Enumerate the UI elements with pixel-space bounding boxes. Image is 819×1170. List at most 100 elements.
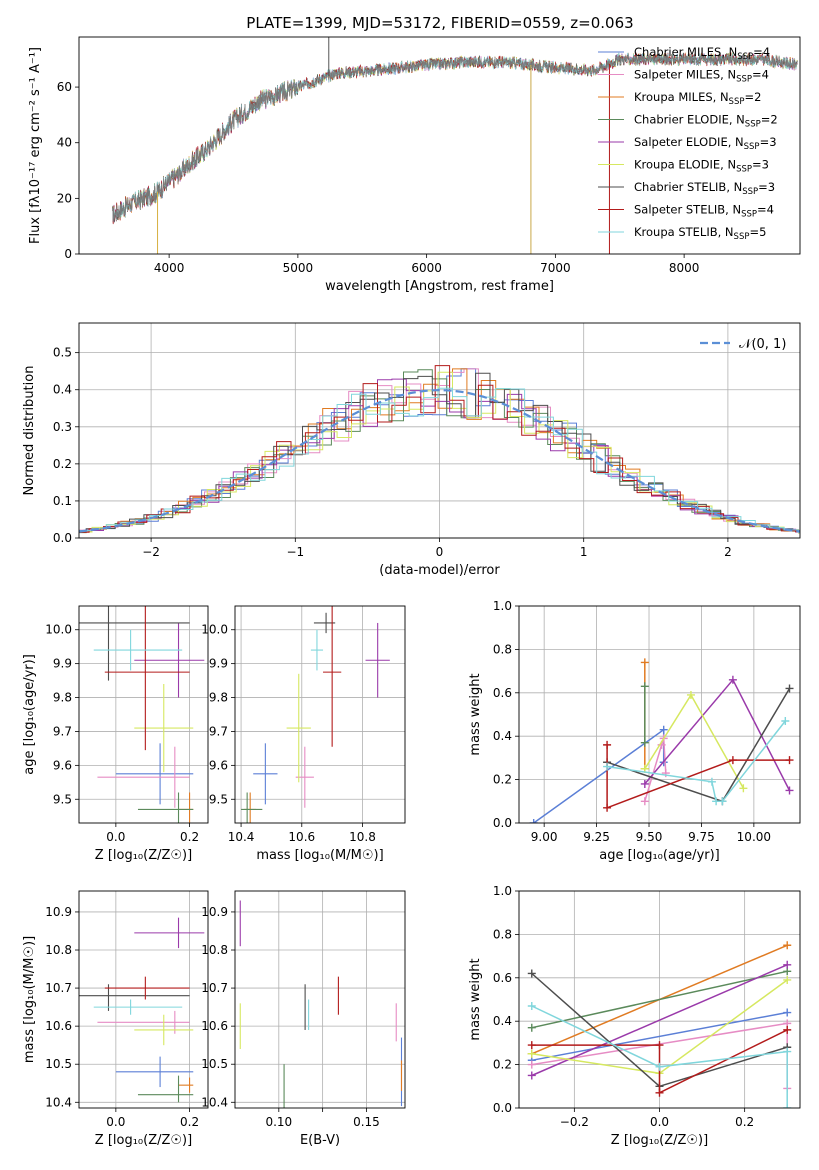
legend-label: Salpeter STELIB, NSSP=4: [634, 203, 774, 220]
legend-label: Salpeter MILES, NSSP=4: [634, 68, 769, 85]
x-tick-label: 0.0: [106, 830, 125, 844]
x-tick-label: 10.00: [737, 830, 771, 844]
plot-area: [79, 365, 800, 534]
y-tick-label: 0.8: [493, 927, 512, 941]
weight-marker: [728, 756, 737, 765]
y-tick-label: 10.4: [45, 1095, 72, 1109]
weight-marker: [655, 1062, 664, 1071]
weight-marker: [728, 675, 737, 684]
x-tick-label: 9.25: [583, 830, 610, 844]
weight-marker: [527, 1071, 536, 1080]
y-tick-label: 9.9: [209, 657, 228, 671]
x-axis-label: age [log₁₀(age/yr)]: [599, 848, 720, 863]
weight-marker: [785, 786, 794, 795]
axes-frame: [518, 605, 801, 824]
y-tick-label: 9.8: [53, 691, 72, 705]
weight-marker: [781, 717, 790, 726]
weight-marker: [527, 1060, 536, 1069]
spectrum-legend: Chabrier MILES, NSSP=4 Salpeter MILES, NS…: [598, 45, 778, 242]
x-tick-label: 9.50: [636, 830, 663, 844]
plot-area: [112, 37, 798, 254]
weight-marker: [603, 740, 612, 749]
x-tick-label: 2: [724, 545, 732, 559]
panel-residuals: −2 −1 0 1 2 0.0 0.1 0.2 0.3 0.4 0.5 (data-model)/er…: [22, 322, 801, 578]
plot-area: [79, 606, 205, 823]
panel-age-vs-Z: 0.0 0.2 9.5 9.6 9.7 9.8 9.9 10.0 Z [log₁₀(Z/Z☉)]…: [22, 605, 209, 863]
y-tick-label: 20: [57, 191, 72, 205]
weight-marker: [603, 803, 612, 812]
plot-area: [241, 606, 390, 823]
legend-label: Kroupa ELODIE, NSSP=3: [634, 158, 769, 175]
grid: [79, 606, 208, 823]
x-tick-label: 5000: [283, 261, 314, 275]
gaussian-curve: [79, 388, 800, 533]
x-axis-label: Z [log₁₀(Z/Z☉)]: [611, 1133, 708, 1148]
weight-marker: [783, 1025, 792, 1034]
grid: [235, 891, 405, 1108]
weight-series-line: [531, 1005, 788, 1108]
weight-marker: [640, 738, 649, 747]
plot-area: [239, 900, 403, 1108]
y-tick-label: 0.1: [53, 494, 72, 508]
panel-age-vs-mass: 10.4 10.6 10.8 9.5 9.6 9.7 9.8 9.9 10.0 mass [log…: [201, 605, 406, 863]
x-tick-label: 10.8: [349, 830, 376, 844]
axes-frame: [78, 605, 209, 824]
y-tick-label: 10.0: [201, 623, 228, 637]
weight-marker: [527, 1041, 536, 1050]
x-tick-label: 0.2: [180, 830, 199, 844]
y-tick-label: 9.9: [53, 657, 72, 671]
weight-marker: [783, 1104, 792, 1108]
y-tick-label: 10.5: [201, 1057, 228, 1071]
y-tick-label: 60: [57, 80, 72, 94]
x-tick-label: −0.2: [560, 1115, 589, 1129]
legend-label: Chabrier STELIB, NSSP=3: [634, 180, 775, 197]
x-axis-label: Z [log₁₀(Z/Z☉)]: [95, 1133, 192, 1148]
y-tick-label: 9.5: [53, 792, 72, 806]
plot-area: [527, 941, 792, 1108]
x-axis-label: E(B-V): [300, 1133, 340, 1148]
panel-weight-vs-Z: −0.2 0.0 0.2 0.0 0.2 0.4 0.6 0.8 1.0 Z [log₁₀(Z/Z…: [468, 884, 801, 1148]
y-tick-label: 10.6: [201, 1019, 228, 1033]
y-tick-label: 10.7: [201, 981, 228, 995]
histogram-step: [79, 378, 800, 533]
x-axis-label: mass [log₁₀(M/M☉)]: [256, 848, 383, 863]
y-tick-label: 0.0: [493, 816, 512, 830]
y-axis-label: Normed distribution: [22, 366, 37, 496]
y-axis-label: mass weight: [468, 958, 483, 1040]
spectrum-data-line: [112, 54, 798, 222]
panel-mass-vs-ebv: 0.10 0.15 10.4 10.5 10.6 10.7 10.8 10.9 E(B-V): [201, 890, 406, 1148]
weight-marker: [718, 797, 727, 806]
weight-marker: [603, 762, 612, 771]
x-tick-label: 10.4: [228, 830, 255, 844]
weight-marker: [527, 1023, 536, 1032]
weight-marker: [655, 1088, 664, 1097]
weight-marker: [529, 819, 538, 823]
weight-marker: [783, 975, 792, 984]
weight-marker: [783, 941, 792, 950]
x-tick-label: 4000: [154, 261, 185, 275]
x-axis-label: wavelength [Angstrom, rest frame]: [325, 279, 554, 294]
y-tick-label: 9.5: [209, 792, 228, 806]
weight-marker: [640, 779, 649, 788]
y-axis-label: age [log₁₀(age/yr)]: [22, 654, 37, 775]
weight-marker: [686, 690, 695, 699]
weight-marker: [659, 725, 668, 734]
plot-area: [79, 917, 205, 1103]
weight-series-line: [606, 744, 790, 809]
x-tick-label: 1: [580, 545, 588, 559]
weight-series-line: [531, 1011, 788, 1062]
y-tick-label: 0.2: [493, 773, 512, 787]
y-tick-label: 9.7: [53, 724, 72, 738]
axes-frame: [234, 890, 406, 1109]
x-axis-label: (data-model)/error: [379, 563, 500, 578]
weight-marker: [527, 1002, 536, 1011]
legend-label: Chabrier MILES, NSSP=4: [634, 45, 770, 62]
y-tick-label: 10.8: [45, 943, 72, 957]
y-tick-label: 0.0: [53, 531, 72, 545]
x-tick-label: 0.10: [265, 1115, 292, 1129]
weight-series-line: [531, 970, 788, 1029]
y-tick-label: 0.2: [493, 1058, 512, 1072]
x-tick-label: 0.0: [650, 1115, 669, 1129]
y-tick-label: 0.4: [493, 729, 512, 743]
